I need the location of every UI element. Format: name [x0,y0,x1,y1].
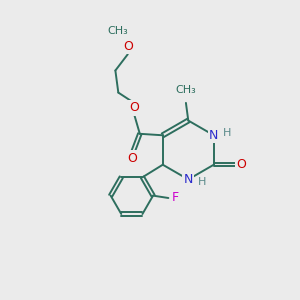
Text: O: O [236,158,246,171]
Text: H: H [198,177,206,187]
Text: O: O [123,40,133,53]
Text: CH₃: CH₃ [176,85,196,95]
Text: F: F [172,191,179,205]
Text: N: N [209,129,218,142]
Text: CH₃: CH₃ [107,26,128,36]
Text: O: O [127,152,137,165]
Text: O: O [129,101,139,114]
Text: H: H [223,128,232,138]
Text: N: N [184,173,193,186]
